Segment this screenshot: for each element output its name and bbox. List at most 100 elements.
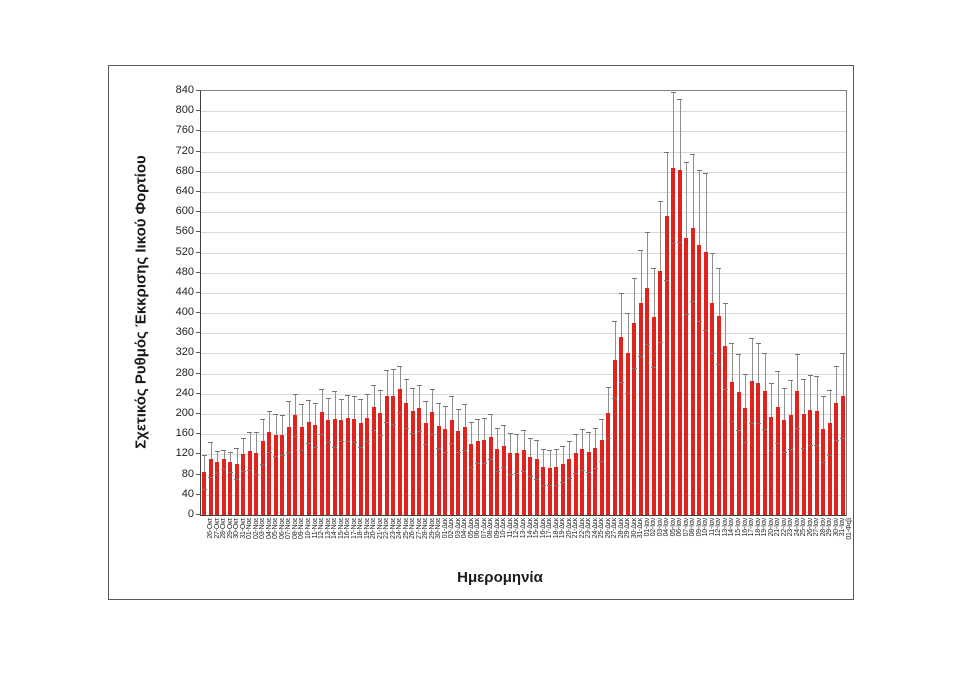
error-bar-line: [380, 389, 382, 413]
error-bar-cap: [273, 414, 279, 416]
error-bar-line: [771, 382, 773, 417]
error-bar-cap: [371, 384, 377, 386]
gridline: [201, 151, 846, 153]
error-bar-line: [797, 354, 799, 392]
error-bar-cap: [240, 438, 246, 440]
bar: [567, 459, 572, 515]
error-bar-cap: [807, 374, 813, 376]
error-bar-cap: [690, 154, 696, 156]
error-bar-cap: [827, 389, 833, 391]
error-bar-line: [660, 200, 662, 272]
y-tick-mark: [196, 271, 200, 273]
error-bar-cap: [814, 444, 820, 446]
error-bar-line: [503, 425, 505, 446]
bar: [462, 427, 467, 515]
bar: [814, 410, 819, 515]
error-bar-cap: [703, 329, 709, 331]
error-bar-cap: [227, 472, 233, 474]
error-bar-cap: [221, 450, 227, 452]
error-bar-line: [308, 399, 310, 422]
bar: [521, 450, 526, 515]
error-bar-line: [614, 320, 616, 360]
error-bar-cap: [292, 436, 298, 438]
error-bar-cap: [521, 430, 526, 432]
error-bar-cap: [253, 432, 259, 434]
bar: [749, 380, 754, 515]
error-bar-line: [230, 451, 232, 462]
error-bar-cap: [351, 396, 357, 398]
error-bar-cap: [266, 411, 272, 413]
error-bar-line: [445, 406, 447, 430]
error-bar-line: [477, 419, 479, 441]
error-bar-line: [562, 446, 564, 464]
error-bar-cap: [240, 470, 246, 472]
error-bar-cap: [736, 354, 741, 356]
gridline: [201, 393, 846, 395]
error-bar-line: [816, 376, 818, 411]
error-bar-cap: [762, 429, 768, 431]
bar: [716, 315, 721, 515]
bar: [365, 417, 370, 515]
error-bar-cap: [442, 406, 448, 408]
bar: [241, 454, 246, 515]
error-bar-cap: [488, 459, 494, 461]
error-bar-cap: [599, 461, 605, 463]
error-bar-cap: [579, 469, 585, 471]
y-tick-mark: [196, 372, 200, 374]
bar: [599, 440, 604, 515]
y-tick-label: 320: [175, 346, 194, 359]
error-bar-cap: [371, 430, 377, 432]
error-bar-cap: [736, 430, 741, 432]
error-bar-line: [223, 450, 225, 460]
y-tick-label: 520: [175, 245, 194, 258]
error-bar-line: [386, 369, 388, 396]
bar: [417, 407, 422, 515]
error-bar-cap: [455, 409, 461, 410]
error-bar-cap: [722, 388, 728, 390]
error-bar-cap: [527, 438, 533, 440]
y-tick-label: 760: [175, 124, 194, 137]
gridline: [201, 191, 846, 193]
error-bar-cap: [553, 449, 559, 451]
y-tick-mark: [196, 110, 200, 112]
error-bar-cap: [625, 313, 631, 315]
y-tick-label: 360: [175, 326, 194, 339]
error-bar-cap: [481, 418, 487, 420]
error-bar-cap: [475, 419, 481, 421]
error-bar-line: [836, 366, 838, 403]
y-tick-label: 600: [175, 205, 194, 218]
error-bar-line: [360, 398, 362, 424]
error-bar-line: [588, 431, 590, 452]
bar: [215, 462, 220, 515]
error-bar-cap: [416, 384, 422, 386]
bar: [664, 216, 669, 515]
error-bar-line: [217, 450, 219, 462]
error-bar-cap: [644, 344, 650, 346]
bar: [436, 425, 441, 515]
y-tick-mark: [196, 170, 200, 172]
error-bar-line: [536, 440, 538, 460]
error-bar-cap: [403, 378, 409, 380]
error-bar-line: [699, 169, 701, 246]
error-bar-line: [432, 388, 434, 412]
error-bar-line: [275, 414, 277, 436]
error-bar-line: [243, 438, 245, 455]
error-bar-line: [731, 343, 733, 383]
error-bar-line: [464, 403, 466, 428]
error-bar-cap: [260, 463, 266, 465]
bar: [482, 440, 487, 515]
error-bar-cap: [540, 484, 546, 486]
error-bar-cap: [547, 484, 553, 486]
bar: [651, 317, 656, 515]
error-bar-cap: [683, 162, 689, 164]
bar: [762, 391, 767, 515]
bar: [313, 425, 317, 515]
error-bar-cap: [527, 475, 533, 477]
error-bar-cap: [840, 353, 846, 355]
error-bar-cap: [234, 479, 240, 481]
error-bar-line: [790, 379, 792, 415]
error-bar-line: [315, 402, 316, 426]
bar: [267, 431, 272, 515]
error-bar-cap: [384, 422, 390, 424]
error-bar-cap: [657, 200, 663, 202]
